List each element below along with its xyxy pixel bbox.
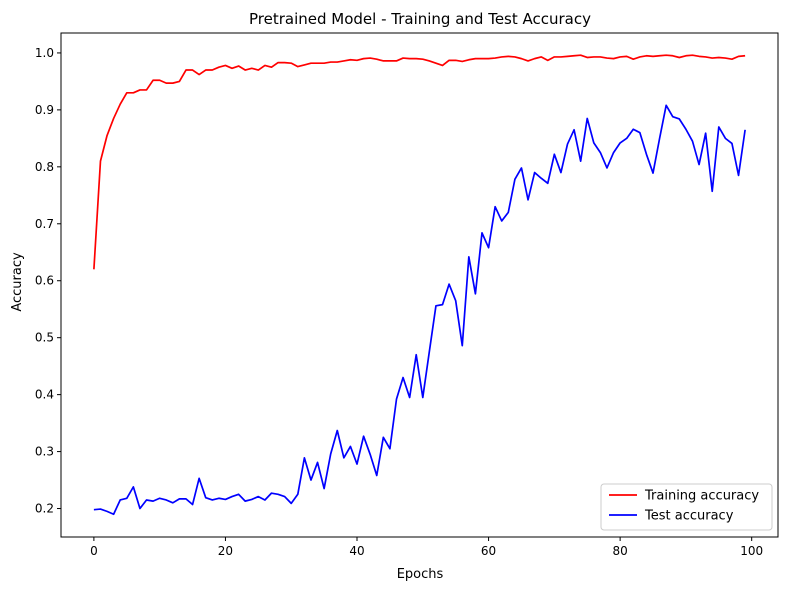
y-tick-label: 0.6 [35, 274, 54, 288]
x-tick-label: 100 [740, 544, 763, 558]
y-tick-label: 0.9 [35, 103, 54, 117]
chart-title: Pretrained Model - Training and Test Acc… [249, 10, 591, 28]
plot-frame [60, 32, 779, 538]
y-tick-label: 0.8 [35, 160, 54, 174]
x-tick-label: 40 [349, 544, 364, 558]
y-tick-label: 0.7 [35, 217, 54, 231]
x-tick-label: 80 [612, 544, 627, 558]
x-tick-label: 20 [218, 544, 233, 558]
x-tick-label: 0 [90, 544, 98, 558]
y-tick-label: 1.0 [35, 46, 54, 60]
legend: Training accuracy Test accuracy [600, 483, 773, 531]
legend-label: Training accuracy [644, 489, 759, 504]
y-tick-label: 0.4 [35, 388, 54, 402]
y-tick-label: 0.3 [35, 445, 54, 459]
plot-area: 0 20 40 60 80 100 0.2 0.3 0.4 0.5 0.6 0.7 0.8 0.9 1.0 [35, 32, 779, 558]
series-line-test-accuracy [93, 104, 746, 516]
y-tick-label: 0.2 [35, 502, 54, 516]
y-tick-label: 0.5 [35, 331, 54, 345]
series-line-training-accuracy [93, 54, 746, 270]
legend-box [600, 483, 773, 531]
x-axis-label: Epochs [397, 567, 444, 582]
y-axis-label: Accuracy [10, 252, 25, 312]
legend-label: Test accuracy [644, 509, 734, 524]
x-tick-label: 60 [481, 544, 496, 558]
